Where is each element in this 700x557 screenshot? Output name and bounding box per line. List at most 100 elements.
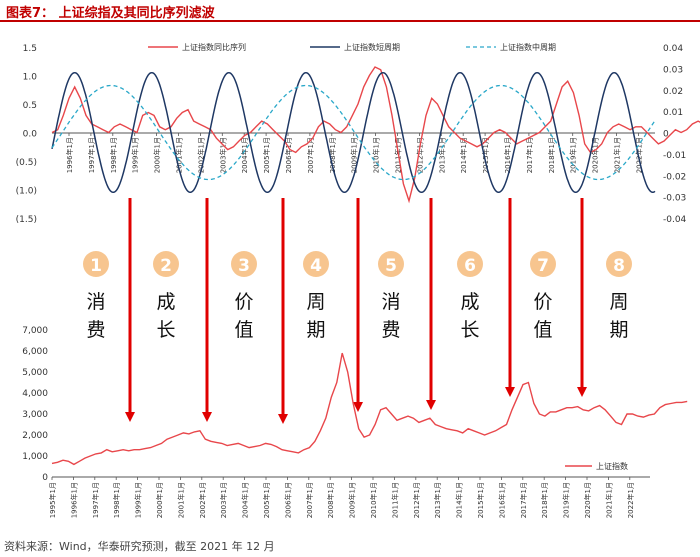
bottom-x-tick-label: 2021年1月 xyxy=(604,482,613,518)
phase-number-badge xyxy=(303,251,329,277)
right-axis-tick-label: 0.03 xyxy=(663,65,683,75)
bottom-x-tick-label: 2000年1月 xyxy=(155,482,164,518)
bottom-x-tick-label: 2015年1月 xyxy=(476,482,485,518)
y-axis-tick-label: 3,000 xyxy=(22,410,48,420)
top-x-tick-label: 2016年1月 xyxy=(503,137,512,173)
phase-number: 8 xyxy=(613,256,625,276)
cycle-arrow-head xyxy=(202,412,212,422)
top-x-tick-label: 2003年1月 xyxy=(218,137,227,173)
right-axis-tick-label: 0.02 xyxy=(663,87,683,97)
phase-label: 周期 xyxy=(306,291,325,341)
phase-number: 4 xyxy=(310,256,322,276)
bottom-x-tick-label: 2002年1月 xyxy=(198,482,207,518)
bottom-x-tick-label: 2001年1月 xyxy=(176,482,185,518)
top-x-tick-label: 2019年1月 xyxy=(569,137,578,173)
phase-number-badge xyxy=(457,251,483,277)
y-axis-tick-label: 5,000 xyxy=(22,368,48,378)
phase-label: 成长 xyxy=(460,291,479,341)
bottom-x-tick-label: 2022年1月 xyxy=(626,482,635,518)
figure-title: 图表7： 上证综指及其同比序列滤波 xyxy=(6,6,215,21)
figure-header: 图表7： 上证综指及其同比序列滤波 xyxy=(0,0,700,22)
bottom-x-tick-label: 2003年1月 xyxy=(219,482,228,518)
phase-number: 6 xyxy=(464,256,476,276)
top-x-tick-label: 2007年1月 xyxy=(306,137,315,173)
phase-number: 2 xyxy=(160,256,172,276)
bottom-x-tick-label: 2005年1月 xyxy=(262,482,271,518)
right-axis-tick-label: -0.01 xyxy=(663,151,686,161)
top-x-tick-label: 2021年1月 xyxy=(613,137,622,173)
top-x-tick-label: 2009年1月 xyxy=(350,137,359,173)
short-cycle-line xyxy=(51,71,656,194)
y-axis-tick-label: 7,000 xyxy=(22,326,48,336)
bottom-x-tick-label: 2004年1月 xyxy=(241,482,250,518)
top-x-tick-label: 2012年1月 xyxy=(415,137,424,173)
top-x-tick-label: 2013年1月 xyxy=(437,137,446,173)
legend-label: 上证指数中周期 xyxy=(500,42,556,52)
phase-number-badge xyxy=(231,251,257,277)
bottom-x-tick-label: 1998年1月 xyxy=(112,482,121,518)
bottom-x-tick-label: 1999年1月 xyxy=(134,482,143,518)
phase-number-badge xyxy=(153,251,179,277)
right-axis-tick-label: -0.02 xyxy=(663,172,686,182)
right-axis-tick-label: 0.04 xyxy=(663,44,683,54)
cycle-arrow-head xyxy=(125,412,135,422)
right-axis-tick-label: 0 xyxy=(663,130,669,140)
bottom-x-tick-label: 2007年1月 xyxy=(305,482,314,518)
bottom-x-tick-label: 1997年1月 xyxy=(91,482,100,518)
phase-number: 7 xyxy=(537,256,549,276)
index-series-line xyxy=(51,352,688,466)
left-axis-tick-label: (1.0) xyxy=(16,187,37,197)
phase-number: 5 xyxy=(385,256,397,276)
phase-label: 价值 xyxy=(533,291,552,341)
bottom-x-tick-label: 2014年1月 xyxy=(455,482,464,518)
bottom-x-tick-label: 2018年1月 xyxy=(540,482,549,518)
top-x-tick-label: 2000年1月 xyxy=(153,137,162,173)
top-x-tick-label: 2020年1月 xyxy=(591,137,600,173)
cycle-arrow-head xyxy=(577,387,587,397)
source-note: 资料来源：Wind，华泰研究预测，截至 2021 年 12 月 xyxy=(4,540,275,553)
bottom-x-tick-label: 2010年1月 xyxy=(369,482,378,518)
left-axis-tick-label: (1.5) xyxy=(16,215,37,225)
left-axis-tick-label: 1.5 xyxy=(23,44,37,54)
right-axis-tick-label: -0.03 xyxy=(663,194,686,204)
bottom-x-tick-label: 2009年1月 xyxy=(348,482,357,518)
y-axis-tick-label: 1,000 xyxy=(22,452,48,462)
cycle-arrow-head xyxy=(505,387,515,397)
top-x-tick-label: 1996年1月 xyxy=(65,137,74,173)
phase-label: 周期 xyxy=(609,291,628,341)
bottom-x-tick-label: 2008年1月 xyxy=(326,482,335,518)
top-x-tick-label: 1997年1月 xyxy=(87,137,96,173)
phase-label: 成长 xyxy=(156,291,175,341)
phase-number-badge xyxy=(606,251,632,277)
bottom-x-tick-label: 1996年1月 xyxy=(69,482,78,518)
legend-label: 上证指数 xyxy=(596,461,628,471)
top-x-tick-label: 2006年1月 xyxy=(284,137,293,173)
y-axis-tick-label: 6,000 xyxy=(22,347,48,357)
phase-label: 价值 xyxy=(234,291,253,341)
cycle-arrow-head xyxy=(278,414,288,424)
phase-label: 消费 xyxy=(86,291,105,341)
y-axis-tick-label: 0 xyxy=(42,473,48,483)
legend-label: 上证指数同比序列 xyxy=(182,42,246,52)
phase-number-badge xyxy=(83,251,109,277)
top-x-tick-label: 2001年1月 xyxy=(175,137,184,173)
phase-number-badge xyxy=(530,251,556,277)
bottom-x-tick-label: 2020年1月 xyxy=(583,482,592,518)
left-axis-tick-label: 0.0 xyxy=(23,130,38,140)
top-x-tick-label: 1999年1月 xyxy=(131,137,140,173)
yoy-series-line xyxy=(51,66,700,204)
bottom-x-tick-label: 2013年1月 xyxy=(433,482,442,518)
top-x-tick-label: 2002年1月 xyxy=(196,137,205,173)
bottom-x-tick-label: 2019年1月 xyxy=(562,482,571,518)
bottom-x-tick-label: 2016年1月 xyxy=(497,482,506,518)
top-x-tick-label: 2015年1月 xyxy=(481,137,490,173)
left-axis-tick-label: 0.5 xyxy=(23,101,37,111)
phase-number-badge xyxy=(378,251,404,277)
y-axis-tick-label: 4,000 xyxy=(22,389,48,399)
top-x-tick-label: 2018年1月 xyxy=(547,137,556,173)
bottom-x-tick-label: 2011年1月 xyxy=(390,482,399,518)
mid-cycle-line xyxy=(51,84,656,181)
top-x-tick-label: 2010年1月 xyxy=(372,137,381,173)
